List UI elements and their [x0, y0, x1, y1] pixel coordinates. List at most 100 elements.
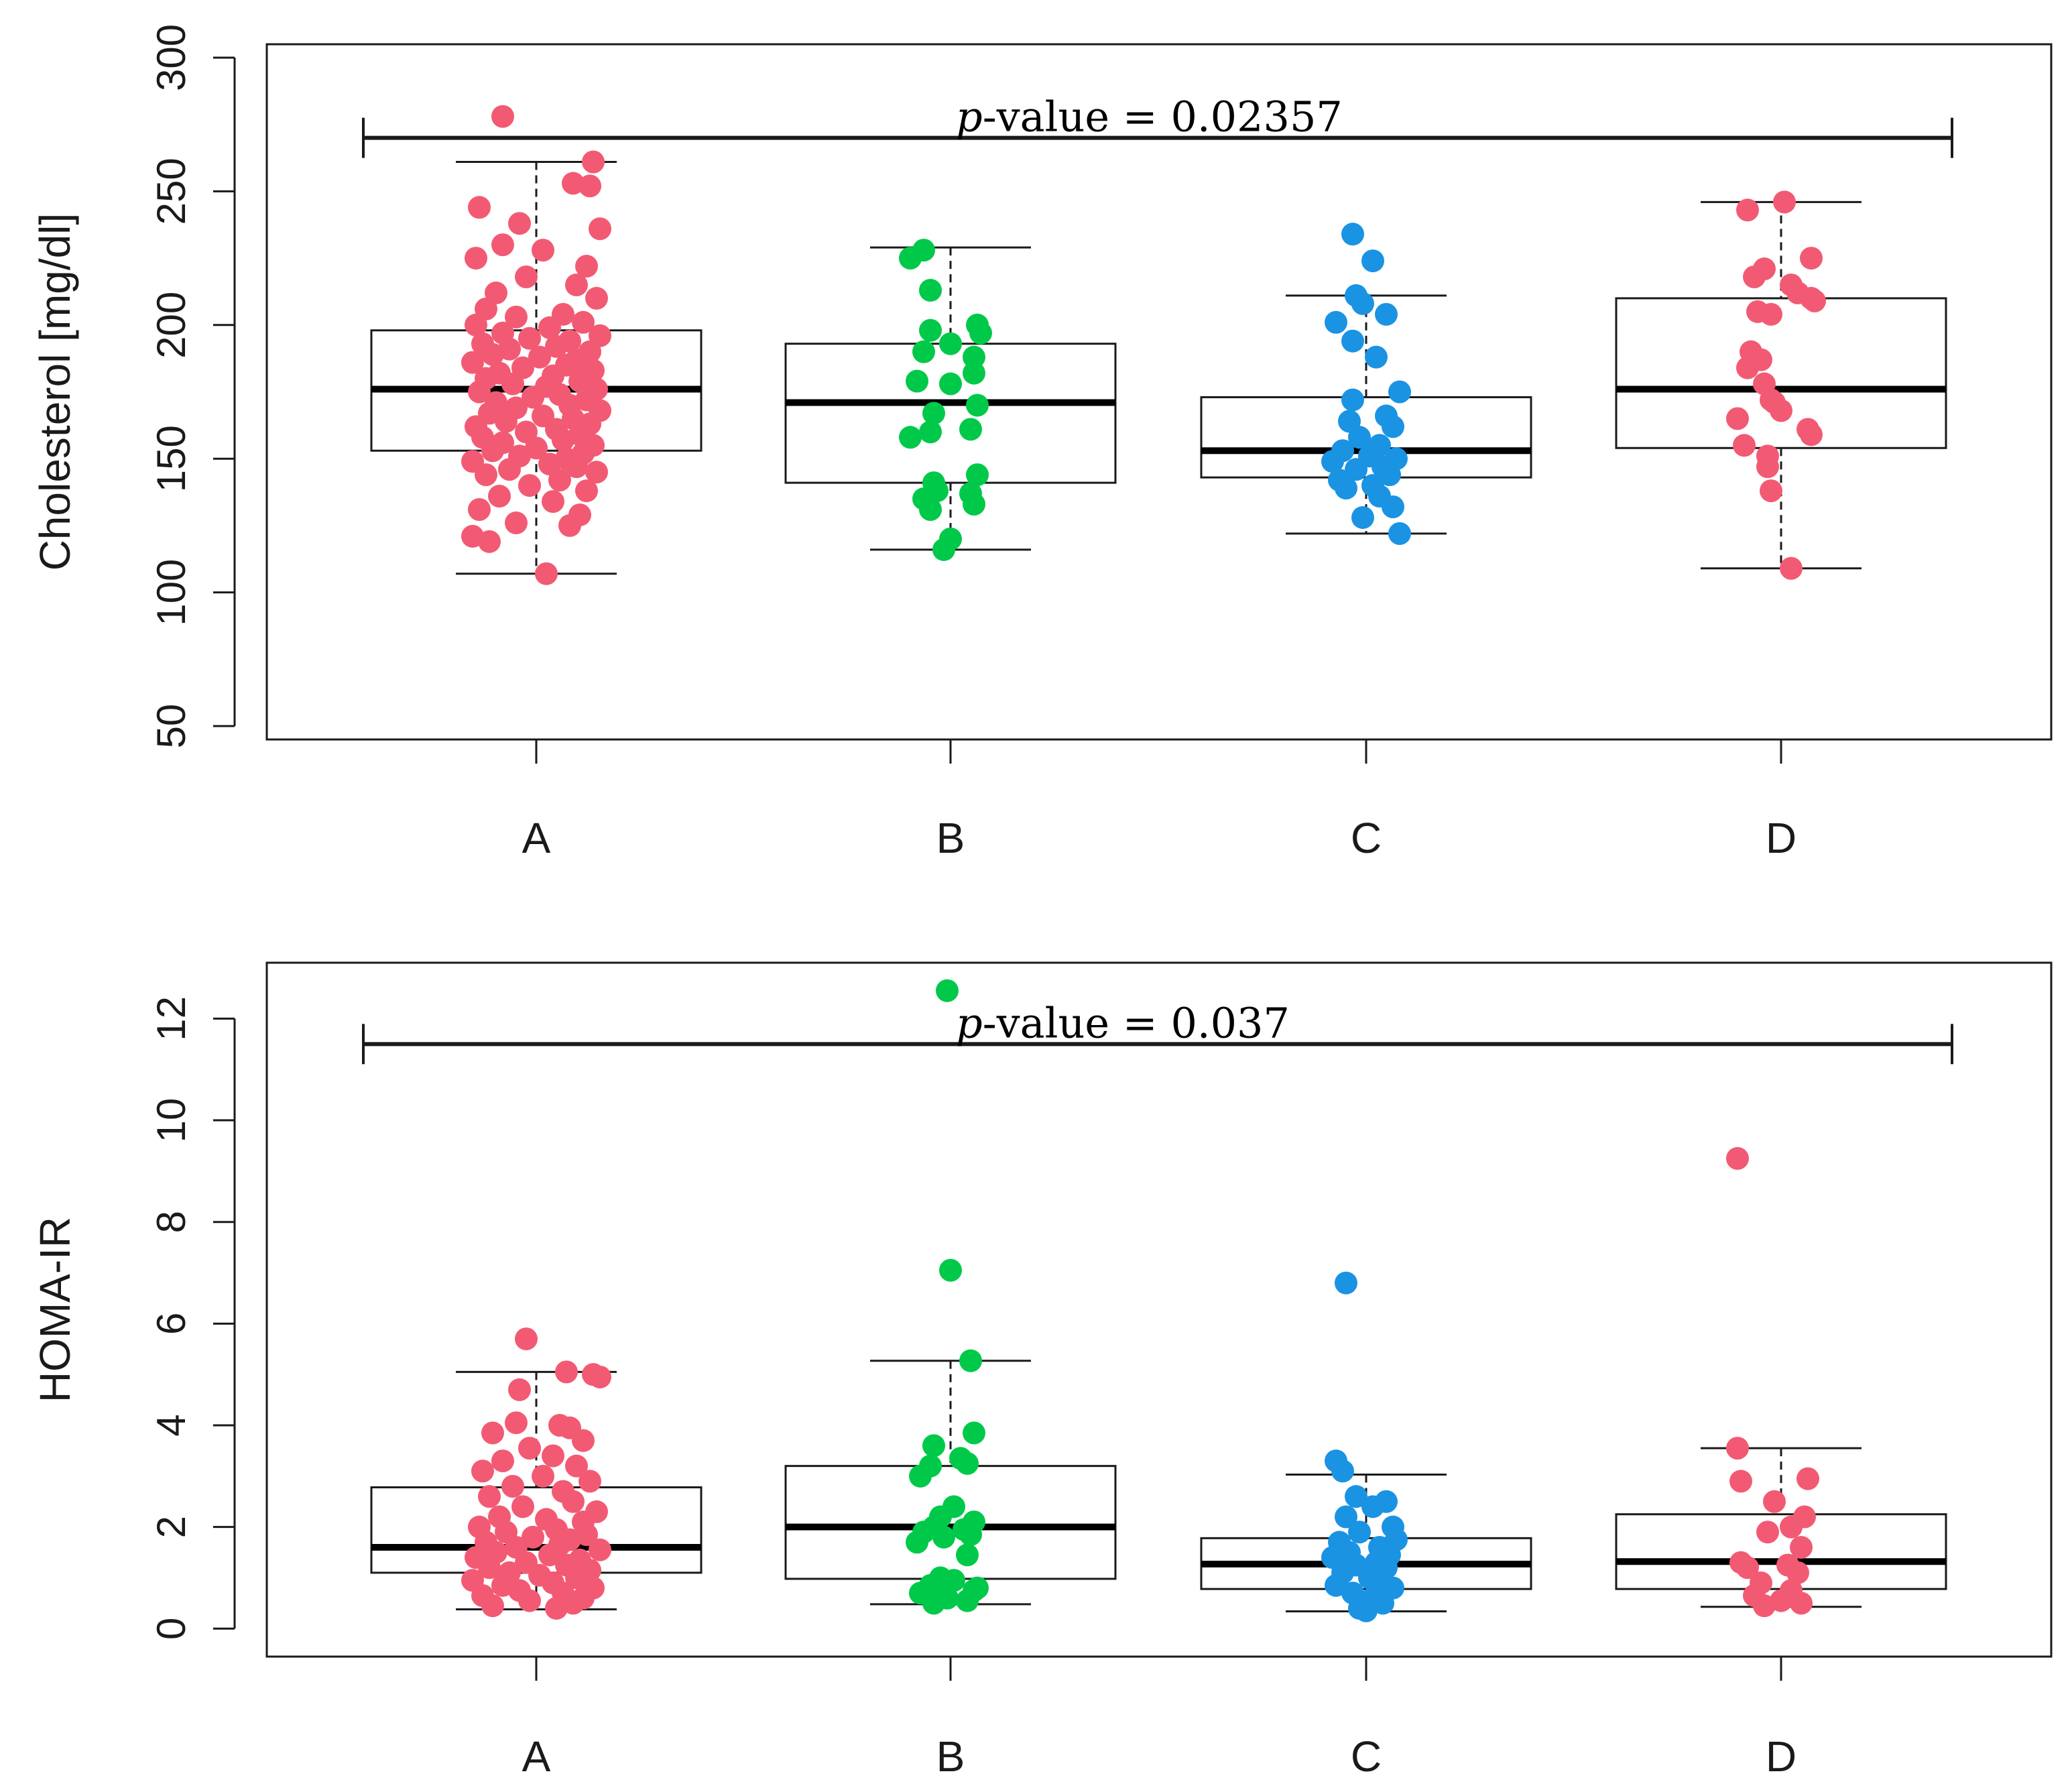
- data-point: [471, 1459, 494, 1483]
- data-point: [1321, 450, 1344, 473]
- data-point: [535, 562, 558, 585]
- y-tick-label: 150: [149, 425, 194, 492]
- data-point: [1736, 198, 1759, 222]
- data-point: [532, 1464, 554, 1488]
- data-point: [548, 469, 571, 492]
- data-point: [1345, 1485, 1367, 1508]
- data-point: [468, 380, 491, 404]
- data-point: [1773, 190, 1796, 214]
- y-tick-label: 50: [149, 704, 194, 749]
- data-point: [491, 105, 514, 128]
- y-axis-title: HOMA-IR: [31, 1217, 79, 1403]
- p-value-text: -value = 0.037: [983, 998, 1290, 1047]
- y-tick-label: 300: [149, 24, 194, 91]
- data-point: [575, 479, 598, 503]
- p-value-label: p-value = 0.02357: [956, 93, 1343, 141]
- data-point: [919, 278, 942, 302]
- data-point: [959, 418, 982, 441]
- data-point: [1780, 1515, 1803, 1539]
- y-tick-label: 200: [149, 292, 194, 359]
- data-point: [565, 455, 588, 479]
- homa-ir-panel: 0 2 4 6 8 10 12 HOMA-IR A B C Dp-value = 0.037: [31, 961, 2053, 1781]
- y-tick-label: 10: [149, 1098, 194, 1143]
- x-tick-label: A: [522, 1732, 551, 1781]
- p-value-symbol: p: [956, 93, 983, 141]
- data-point: [936, 979, 959, 1002]
- data-point: [501, 372, 524, 396]
- data-point: [1341, 388, 1364, 412]
- x-tick-label: D: [1766, 1732, 1796, 1781]
- data-point: [505, 511, 528, 534]
- y-tick-label: 100: [149, 559, 194, 626]
- data-point: [959, 1523, 982, 1547]
- data-point: [461, 351, 484, 374]
- data-point: [528, 345, 551, 369]
- data-point: [511, 1495, 534, 1518]
- data-point: [505, 1411, 528, 1435]
- data-point: [919, 318, 942, 342]
- data-point: [909, 1464, 932, 1488]
- data-point: [1348, 426, 1371, 449]
- data-point: [495, 410, 517, 433]
- box-iqr: [784, 1465, 1117, 1580]
- plot-frame: [265, 961, 2053, 1658]
- data-point: [1331, 1459, 1354, 1483]
- data-point: [478, 1556, 501, 1580]
- data-point: [1760, 302, 1782, 326]
- data-point: [1756, 455, 1779, 479]
- x-tick-label: D: [1766, 814, 1796, 862]
- data-point: [922, 1592, 945, 1615]
- data-point: [1733, 434, 1756, 457]
- data-point: [956, 1451, 979, 1475]
- data-point: [1770, 399, 1792, 422]
- data-point: [1756, 1521, 1779, 1544]
- p-value-label: p-value = 0.037: [956, 998, 1290, 1047]
- data-point: [1753, 1594, 1776, 1618]
- data-point: [963, 345, 985, 369]
- data-point: [1361, 249, 1384, 273]
- y-tick-label: 0: [149, 1618, 194, 1640]
- data-point: [1786, 1561, 1809, 1584]
- data-point: [589, 217, 611, 241]
- data-point: [478, 1485, 501, 1508]
- data-point: [1388, 380, 1411, 404]
- x-tick-label: C: [1351, 814, 1382, 862]
- data-point: [1355, 1599, 1378, 1622]
- data-point: [515, 265, 538, 288]
- data-point: [1763, 1490, 1786, 1513]
- box-iqr: [784, 343, 1117, 484]
- data-point: [478, 530, 501, 553]
- data-point: [572, 1429, 595, 1452]
- data-point: [562, 172, 585, 195]
- data-point: [1348, 1521, 1371, 1544]
- data-point: [515, 1327, 538, 1351]
- data-point: [468, 497, 491, 521]
- data-point: [1726, 1437, 1749, 1460]
- y-axis-title: Cholesterol [mg/dl]: [31, 213, 79, 571]
- data-point: [1388, 522, 1411, 545]
- data-point: [542, 490, 564, 514]
- data-point: [912, 340, 935, 363]
- data-point: [1726, 1146, 1749, 1170]
- data-point: [1790, 1535, 1813, 1559]
- data-point: [522, 1525, 544, 1549]
- data-point: [518, 474, 541, 497]
- data-point: [919, 420, 942, 444]
- p-value-text: -value = 0.02357: [983, 93, 1343, 141]
- data-point: [465, 313, 487, 337]
- data-point: [572, 310, 595, 334]
- data-point: [1335, 1505, 1357, 1529]
- data-point: [1325, 310, 1347, 334]
- data-point: [475, 463, 497, 487]
- data-point: [1743, 265, 1766, 288]
- cholesterol-panel: 50 100 150 200 250 300 Cholesterol [mg/dl] A B C D…: [31, 24, 2053, 862]
- data-point: [939, 332, 962, 355]
- data-point: [942, 1569, 965, 1592]
- p-value-symbol: p: [956, 998, 983, 1047]
- data-point: [565, 1566, 588, 1590]
- data-point: [545, 335, 568, 358]
- data-point: [1375, 302, 1398, 326]
- plot-frame: [265, 43, 2053, 741]
- data-point: [1726, 407, 1749, 430]
- data-point: [1335, 477, 1357, 500]
